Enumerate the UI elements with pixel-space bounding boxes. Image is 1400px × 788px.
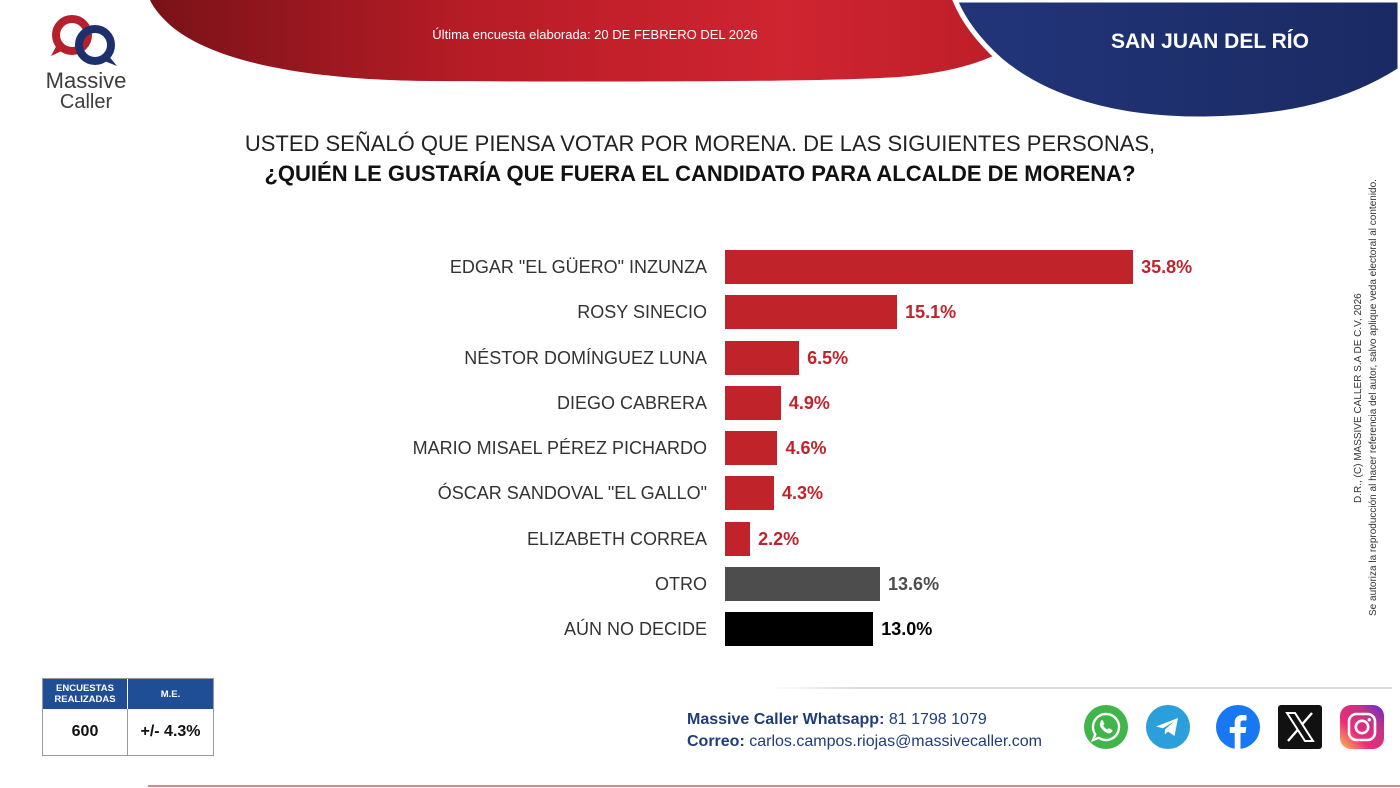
footer-divider [770, 687, 1392, 689]
speech-bubbles-icon [51, 15, 117, 66]
whatsapp-icon [1084, 705, 1128, 749]
value-label: 13.6% [888, 573, 940, 594]
facebook-icon [1216, 705, 1260, 749]
category-label: EDGAR "EL GÜERO" INZUNZA [449, 257, 707, 277]
category-label: AÚN NO DECIDE [563, 619, 707, 639]
copyright-line-2: Se autoriza la reproducción al hacer ref… [1368, 179, 1379, 617]
bar [725, 385, 781, 420]
sample-count-header: ENCUESTAS REALIZADAS [43, 679, 128, 709]
value-label: 4.3% [782, 483, 824, 504]
category-label: DIEGO CABRERA [556, 392, 707, 413]
bottom-accent-line [148, 785, 1400, 787]
location-title: SAN JUAN DEL RÍO [1111, 30, 1309, 53]
bar [725, 521, 751, 556]
logo-text-massive: Massive [45, 68, 127, 93]
navy-bubble-icon [75, 25, 117, 66]
category-label: MARIO MISAEL PÉREZ PICHARDO [412, 438, 707, 458]
contact-info: Massive Caller Whatsapp: 81 1798 1079 Co… [687, 709, 1042, 753]
copyright-line-1: D.R., (C) MASSIVE CALLER S.A DE C.V, 202… [1353, 293, 1364, 503]
value-label: 15.1% [905, 302, 957, 323]
x-icon [1278, 705, 1322, 749]
bar-row: ELIZABETH CORREA 2.2% [0, 521, 1300, 556]
bar-row: DIEGO CABRERA 4.9% [0, 385, 1300, 420]
value-label: 6.5% [807, 347, 849, 368]
bar-row: ROSY SINECIO 15.1% [0, 295, 1300, 330]
bar [725, 566, 881, 601]
email-label: Correo: [687, 733, 745, 750]
question-line-2: ¿QUIÉN LE GUSTARÍA QUE FUERA EL CANDIDAT… [264, 161, 1136, 186]
category-label: ELIZABETH CORREA [526, 528, 707, 549]
margin-of-error-value: +/- 4.3% [140, 723, 201, 740]
whatsapp-contact: Massive Caller Whatsapp: 81 1798 1079 [687, 709, 1042, 731]
instagram-icon [1340, 705, 1384, 749]
value-label: 4.6% [785, 438, 827, 458]
red-banner-shape [150, 0, 1060, 82]
bar [725, 250, 1134, 284]
copyright-notice: D.R., (C) MASSIVE CALLER S.A DE C.V, 202… [1351, 118, 1383, 678]
logo-text-caller: Caller [59, 91, 113, 113]
value-label: 2.2% [758, 528, 800, 549]
header-banner [150, 0, 1400, 122]
survey-date: Última encuesta elaborada: 20 DE FEBRERO… [432, 27, 758, 42]
bar-row: MARIO MISAEL PÉREZ PICHARDO 4.6% [0, 431, 1300, 465]
category-label: ÓSCAR SANDOVAL "EL GALLO" [437, 483, 707, 504]
bar-row: EDGAR "EL GÜERO" INZUNZA 35.8% [0, 250, 1300, 284]
margin-of-error-header: M.E. [128, 679, 213, 709]
massive-caller-logo: Massive Caller [38, 10, 134, 116]
bar-row: OTRO 13.6% [0, 566, 1300, 601]
value-label: 35.8% [1141, 257, 1193, 277]
whatsapp-number: 81 1798 1079 [888, 711, 987, 728]
category-label: ROSY SINECIO [577, 302, 707, 323]
navy-banner-shape [952, 0, 1400, 122]
bar-row: NÉSTOR DOMÍNGUEZ LUNA 6.5% [0, 340, 1300, 375]
bar [725, 476, 775, 511]
sample-count-value: 600 [43, 709, 128, 755]
bar [725, 612, 874, 646]
bar [725, 295, 898, 330]
email-contact: Correo: carlos.campos.riojas@massivecall… [687, 731, 1042, 753]
bar-row: ÓSCAR SANDOVAL "EL GALLO" 4.3% [0, 476, 1300, 511]
bar-chart: EDGAR "EL GÜERO" INZUNZA 35.8% ROSY SINECI… [0, 240, 1300, 660]
whatsapp-label: Massive Caller Whatsapp: [687, 711, 885, 728]
question-line-1: USTED SEÑALÓ QUE PIENSA VOTAR POR MORENA… [244, 131, 1156, 156]
bar-row: AÚN NO DECIDE 13.0% [0, 612, 1300, 646]
telegram-icon [1146, 705, 1190, 749]
bar [725, 340, 800, 375]
sample-info-table: ENCUESTAS REALIZADAS M.E. 600 +/- 4.3% [42, 678, 214, 756]
category-label: NÉSTOR DOMÍNGUEZ LUNA [464, 347, 707, 368]
bar [725, 431, 778, 465]
value-label: 13.0% [881, 619, 933, 639]
category-label: OTRO [655, 573, 707, 594]
email-address: carlos.campos.riojas@massivecaller.com [749, 733, 1043, 750]
value-label: 4.9% [788, 392, 830, 413]
